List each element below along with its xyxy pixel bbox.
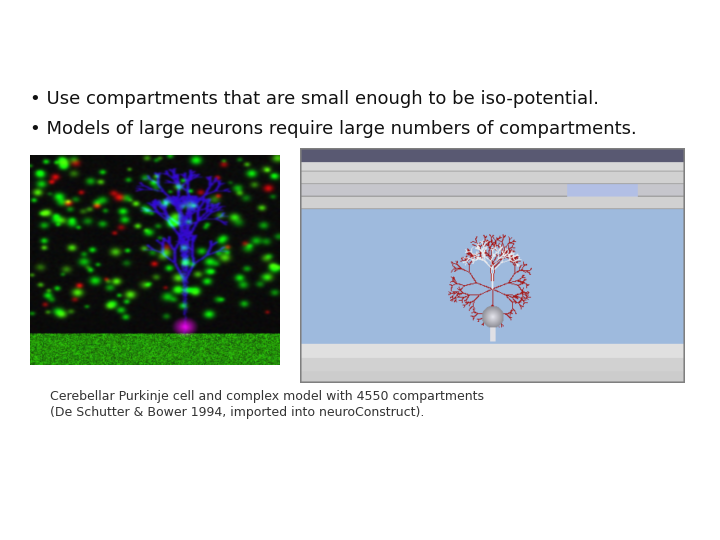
Text: (De Schutter & Bower 1994, imported into neuroConstruct).: (De Schutter & Bower 1994, imported into… [50, 406, 424, 419]
Text: • Models of large neurons require large numbers of compartments.: • Models of large neurons require large … [30, 120, 636, 138]
Text: Cerebellar Purkinje cell and complex model with 4550 compartments: Cerebellar Purkinje cell and complex mod… [50, 390, 484, 403]
Text: • Use compartments that are small enough to be iso-potential.: • Use compartments that are small enough… [30, 90, 599, 108]
Text: Compartmental modelling: Compartmental modelling [11, 8, 338, 32]
